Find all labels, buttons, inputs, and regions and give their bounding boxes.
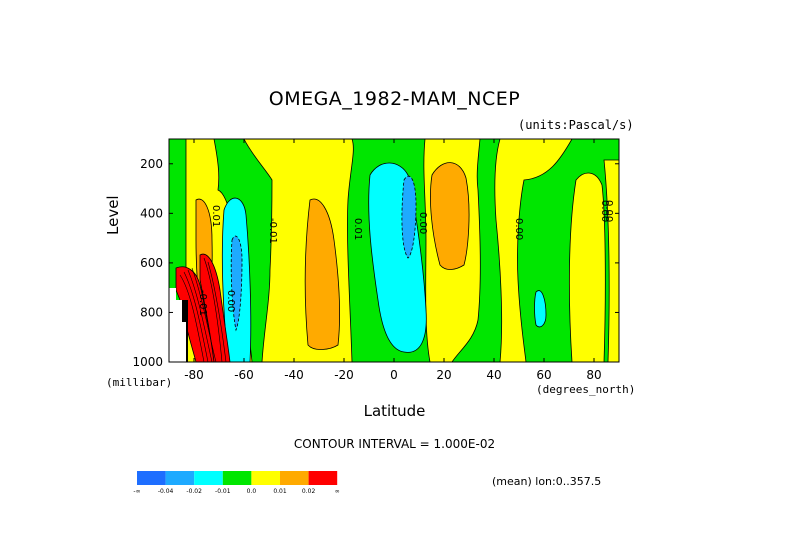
- blue-core-south: [230, 235, 243, 332]
- y-tick-label: 400: [140, 206, 163, 220]
- contour-value-label: -0.01: [197, 290, 208, 316]
- mean-lon-text: (mean) lon:0..357.5: [492, 475, 602, 488]
- colorbar-swatch: [222, 471, 252, 485]
- contour-value-label: 0.01: [352, 218, 363, 240]
- y-tick-label: 800: [140, 305, 163, 319]
- y-tick-label: 600: [140, 256, 163, 270]
- dense-contour-lines: [179, 257, 227, 362]
- chart-title: OMEGA_1982-MAM_NCEP: [268, 88, 521, 110]
- x-tick-label: 60: [536, 368, 551, 382]
- x-tick-label: 40: [486, 368, 501, 382]
- colorbar-swatch: [280, 471, 309, 485]
- contour-value-label: 0.00: [513, 218, 524, 240]
- colorbar-label: -0.04: [158, 488, 174, 495]
- contour-value-label: 0.00: [603, 200, 614, 222]
- yellow-region-north-pole: [568, 172, 606, 362]
- y-tick-label: 200: [140, 157, 163, 171]
- colorbar-label: -∞: [133, 488, 140, 495]
- blue-core-equator: [401, 175, 417, 259]
- colorbar-label: 0.0: [247, 488, 257, 495]
- colorbar-label: 0.02: [302, 488, 316, 495]
- x-tick-label: -40: [284, 368, 304, 382]
- colorbar-swatch: [165, 471, 195, 485]
- contour-value-label: 0.00: [599, 200, 610, 222]
- colorbar-swatch: [308, 471, 338, 485]
- x-tick-label: 20: [436, 368, 451, 382]
- colorbar-label: 0.01: [273, 488, 287, 495]
- x-tick-label: -80: [184, 368, 204, 382]
- contour-interval-text: CONTOUR INTERVAL = 1.000E-02: [293, 437, 496, 451]
- x-tick-label: 80: [586, 368, 601, 382]
- x-axis-label: Latitude: [363, 402, 426, 420]
- contour-value-label: 0.00: [225, 290, 236, 312]
- terrain-mask-black: [182, 300, 188, 362]
- contour-value-label: 0.01: [210, 205, 221, 227]
- orange-region-subtropic: [430, 162, 470, 270]
- colorbar-swatch: [251, 471, 280, 485]
- y-unit-label: (millibar): [106, 376, 173, 389]
- x-tick-label: 0: [390, 368, 398, 382]
- units-label: (units:Pascal/s): [518, 118, 634, 132]
- colorbar-label: -0.02: [186, 488, 202, 495]
- colorbar-label: ∞: [335, 488, 340, 495]
- axis-ticks: -80 -60 -40 -20 0 20 40 60 80 200 400 600 800 1000: [132, 139, 619, 382]
- x-unit-label: (degrees_north): [536, 383, 636, 396]
- colorbar-swatch: [137, 471, 166, 485]
- contour-value-label: 0.00: [417, 212, 428, 234]
- yellow-region-north-mid: [494, 139, 573, 362]
- cyan-region-north: [534, 290, 547, 328]
- colorbar-label: -0.01: [215, 488, 231, 495]
- terrain-mask: [169, 288, 186, 362]
- x-tick-label: -20: [334, 368, 354, 382]
- x-tick-label: -60: [234, 368, 254, 382]
- contour-label-group: 0.01-0.01 0.00-0.01 0.01 0.00 0.000.000.00: [197, 200, 614, 316]
- orange-region-midlat: [304, 198, 341, 350]
- contour-value-label: -0.01: [267, 218, 278, 244]
- colorbar-swatch: [194, 471, 223, 485]
- y-tick-label: 1000: [132, 355, 163, 369]
